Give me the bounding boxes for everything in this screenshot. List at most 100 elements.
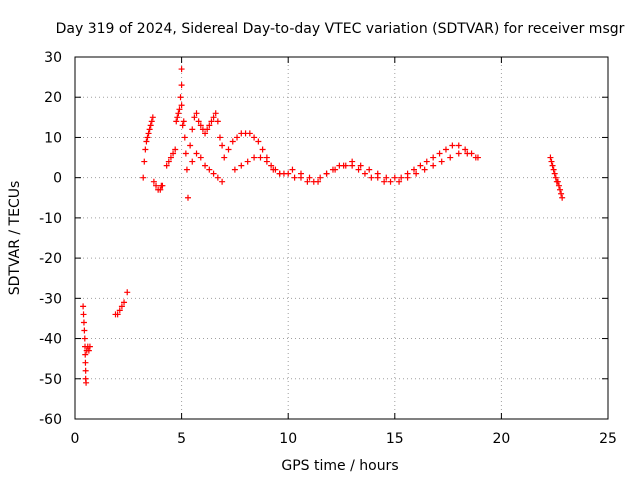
data-point	[184, 194, 191, 201]
data-point	[146, 126, 153, 133]
data-point	[82, 351, 89, 358]
data-point	[413, 170, 420, 177]
data-point	[219, 178, 226, 185]
data-point	[145, 130, 152, 137]
data-point	[417, 162, 424, 169]
data-point	[548, 158, 555, 165]
data-point	[289, 166, 296, 173]
data-layer	[80, 66, 566, 386]
x-tick-label: 0	[71, 431, 80, 447]
data-point	[221, 154, 228, 161]
data-point	[442, 146, 449, 153]
data-point	[80, 319, 87, 326]
data-point	[291, 174, 298, 181]
data-point	[182, 150, 189, 157]
data-point	[178, 82, 185, 89]
x-axis-label: GPS time / hours	[281, 458, 398, 474]
y-tick-label: 20	[44, 90, 62, 106]
data-point	[366, 166, 373, 173]
data-point	[276, 170, 283, 177]
data-point	[455, 142, 462, 149]
data-point	[140, 174, 147, 181]
data-point	[550, 166, 557, 173]
y-tick-label: 30	[44, 50, 62, 66]
data-point	[81, 327, 88, 334]
data-point	[263, 158, 270, 165]
data-point	[381, 178, 388, 185]
data-point	[214, 118, 221, 125]
y-tick-label: -60	[39, 412, 62, 428]
data-point	[306, 174, 313, 181]
data-point	[472, 154, 479, 161]
data-point	[547, 154, 554, 161]
data-point	[121, 299, 128, 306]
data-point	[114, 311, 121, 318]
data-point	[202, 162, 209, 169]
data-point	[559, 194, 566, 201]
data-point	[210, 114, 217, 121]
data-point	[304, 178, 311, 185]
data-point	[430, 154, 437, 161]
data-point	[197, 122, 204, 129]
tick-layer: 0 5 10 15 20 25 -60 -50 -40 -30 -20 -10 0 10 20 30	[39, 50, 617, 447]
data-point	[551, 170, 558, 177]
x-tick-label: 20	[492, 431, 510, 447]
data-point	[212, 110, 219, 117]
data-point	[323, 170, 330, 177]
data-point	[438, 158, 445, 165]
data-point	[82, 367, 89, 374]
data-point	[81, 335, 88, 342]
y-axis-label: SDTVAR / TECUs	[7, 181, 23, 296]
data-point	[144, 134, 151, 141]
data-point	[183, 166, 190, 173]
data-point	[391, 174, 398, 181]
data-point	[558, 190, 565, 197]
chart-title: Day 319 of 2024, Sidereal Day-to-day VTE…	[56, 21, 625, 37]
y-tick-label: -20	[39, 251, 62, 267]
data-point	[396, 178, 403, 185]
data-point	[189, 158, 196, 165]
data-point	[124, 289, 131, 296]
y-tick-label: 10	[44, 130, 62, 146]
x-tick-label: 5	[177, 431, 186, 447]
data-point	[170, 150, 177, 157]
data-point	[174, 114, 181, 121]
data-point	[423, 158, 430, 165]
data-point	[86, 343, 93, 350]
data-point	[189, 126, 196, 133]
data-point	[159, 182, 166, 189]
y-tick-label: -10	[39, 211, 62, 227]
data-point	[219, 142, 226, 149]
data-point	[204, 126, 211, 133]
data-point	[462, 146, 469, 153]
data-point	[436, 150, 443, 157]
data-point	[404, 174, 411, 181]
data-point	[85, 347, 92, 354]
data-point	[165, 158, 172, 165]
data-point	[149, 114, 156, 121]
data-point	[175, 110, 182, 117]
data-point	[157, 186, 164, 193]
data-point	[554, 178, 561, 185]
data-point	[214, 174, 221, 181]
data-point	[80, 311, 87, 318]
data-point	[270, 166, 277, 173]
data-point	[234, 134, 241, 141]
data-point	[257, 154, 264, 161]
data-point	[255, 138, 262, 145]
data-point	[180, 118, 187, 125]
data-point	[178, 102, 185, 109]
data-point	[349, 158, 356, 165]
data-point	[259, 146, 266, 153]
data-point	[179, 122, 186, 129]
data-point	[374, 170, 381, 177]
data-point	[387, 178, 394, 185]
data-point	[142, 146, 149, 153]
data-point	[197, 154, 204, 161]
data-point	[231, 166, 238, 173]
data-point	[172, 146, 179, 153]
data-point	[208, 118, 215, 125]
data-point	[80, 303, 87, 310]
data-point	[410, 166, 417, 173]
